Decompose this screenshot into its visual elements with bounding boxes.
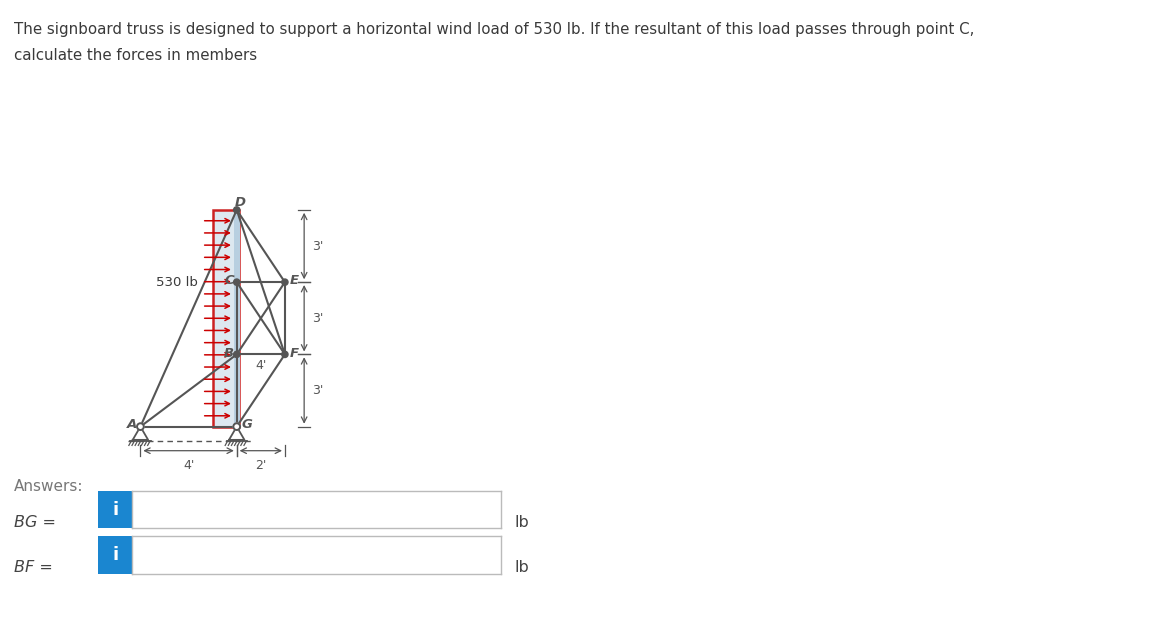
Text: lb: lb [515,560,530,575]
Text: BF =: BF = [14,560,53,575]
Text: lb: lb [515,515,530,530]
Text: A: A [127,418,137,431]
Text: calculate the forces in members: calculate the forces in members [14,48,262,63]
Text: B: B [225,347,234,360]
Text: 2': 2' [255,459,266,472]
Text: 3': 3' [312,311,324,325]
Text: 530 lb: 530 lb [156,276,197,289]
Text: E: E [290,274,300,287]
Circle shape [137,423,144,430]
Text: BG =: BG = [14,515,55,530]
Circle shape [234,423,240,430]
Text: 4': 4' [183,459,195,472]
Text: Answers:: Answers: [14,479,83,494]
Bar [234,210,240,426]
Text: i: i [112,501,119,519]
Text: 3': 3' [312,384,324,397]
Circle shape [282,351,288,358]
Text: 3': 3' [312,240,324,253]
Circle shape [234,207,240,213]
Text: 4': 4' [255,358,266,371]
Text: F: F [290,347,300,360]
Circle shape [282,279,288,286]
Circle shape [234,423,240,430]
Text: i: i [112,546,119,564]
Text: C: C [225,274,234,287]
Text: G: G [241,418,252,431]
Circle shape [137,423,144,430]
Text: D: D [235,196,245,209]
Text: The signboard truss is designed to support a horizontal wind load of 530 lb. If : The signboard truss is designed to suppo… [14,22,975,36]
Bar [213,210,240,426]
Circle shape [234,351,240,358]
Circle shape [234,279,240,286]
